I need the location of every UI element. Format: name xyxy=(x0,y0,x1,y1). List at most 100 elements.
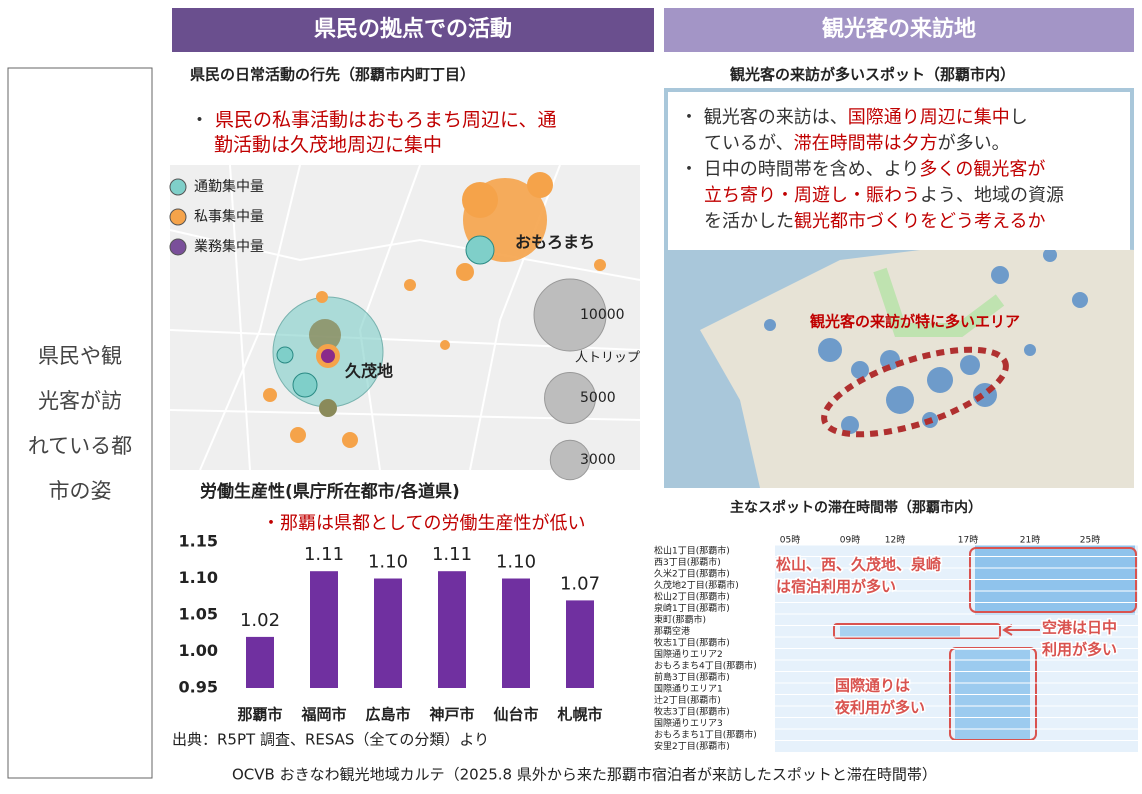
bullet-segment: し xyxy=(1010,107,1028,128)
heatmap-note: 国際通りは xyxy=(835,677,910,695)
heat-airport xyxy=(840,626,960,637)
x-tick-label: 那覇市 xyxy=(237,706,282,724)
bullet-segment: 国際通り周辺に集中 xyxy=(848,107,1010,128)
bullet-segment: ・ 観光客の来訪は、 xyxy=(680,107,848,128)
row-label: 西3丁目(那覇市) xyxy=(654,556,721,568)
row-label: 久茂地2丁目(那覇市) xyxy=(654,579,739,591)
bullet-line: 勤活動は久茂地周辺に集中 xyxy=(214,134,442,156)
bullet-line: ているが、滞在時間帯は夕方が多い。 xyxy=(704,133,1010,154)
hour-label: 05時 xyxy=(780,535,800,546)
row-label: 前島3丁目(那覇市) xyxy=(654,671,730,683)
area-label: 観光客の来訪が特に多いエリア xyxy=(810,313,1020,331)
hour-label: 09時 xyxy=(840,535,860,546)
value-label: 1.11 xyxy=(304,544,344,565)
bullet-line: を活かした観光都市づくりをどう考えるか xyxy=(704,211,1045,232)
value-label: 1.10 xyxy=(368,552,408,573)
chart-annotation: ・那覇は県都としての労働生産性が低い xyxy=(262,513,585,534)
side-label: 光客が訪 xyxy=(38,389,122,413)
row-label: 国際通りエリア2 xyxy=(654,648,723,660)
bullet-segment: ているが、 xyxy=(704,133,794,154)
area-outline xyxy=(821,346,1009,438)
row-label: おもろまち1丁目(那覇市) xyxy=(654,728,757,740)
legend-swatch xyxy=(169,238,187,256)
row-label: 松山2丁目(那覇市) xyxy=(654,590,730,602)
spot-bubbles xyxy=(764,248,1088,434)
bar xyxy=(246,636,274,688)
map-bubbles xyxy=(263,172,606,448)
bullet-segment: 勤活動は久茂地周辺に集中 xyxy=(214,134,442,156)
right-map-title: 観光客の来訪が多いスポット（那覇市内） xyxy=(730,66,1015,84)
x-tick-label: 福岡市 xyxy=(300,706,346,724)
hour-label: 17時 xyxy=(958,535,978,546)
side-label: れている都 xyxy=(28,434,132,458)
bullet-line: 立ち寄り・周遊し・賑わうよう、地域の資源 xyxy=(704,185,1064,206)
row-label: 久米2丁目(那覇市) xyxy=(654,567,730,579)
size-legend-label: 5000 xyxy=(580,390,616,406)
legend-label: 私事集中量 xyxy=(194,208,264,225)
bullet-segment: ・ xyxy=(190,109,215,131)
bullet-line: ・ 観光客の来訪は、国際通り周辺に集中し xyxy=(680,107,1028,128)
land xyxy=(700,240,1134,488)
value-label: 1.10 xyxy=(496,552,536,573)
source: 出典：R5PT 調査、RESAS（全ての分類）より xyxy=(172,731,489,749)
row-label: 松山1丁目(那覇市) xyxy=(654,544,730,556)
row-label: 那覇空港 xyxy=(654,625,690,637)
side-label: 県民や観 xyxy=(38,344,122,368)
x-tick-label: 仙台市 xyxy=(493,706,538,724)
y-tick-label: 1.05 xyxy=(179,605,218,624)
bullet-segment: 滞在時間帯は夕方 xyxy=(794,133,938,154)
left-header: 県民の拠点での活動 xyxy=(314,16,512,42)
row-label: 東町(那覇市) xyxy=(654,613,706,625)
heatmap-note: 松山、西、久茂地、泉崎 xyxy=(776,556,941,574)
heatmap-note: 空港は日中 xyxy=(1042,619,1117,637)
bullet-segment: 多くの観光客が xyxy=(919,159,1045,180)
legend-swatch xyxy=(169,178,187,196)
heatmap-title: 主なスポットの滞在時間帯（那覇市内） xyxy=(730,499,982,516)
bar xyxy=(310,571,338,688)
source: OCVB おきなわ観光地域カルテ（2025.8 県外から来た那覇市宿泊者が来訪し… xyxy=(232,766,937,784)
size-legend-circle xyxy=(549,439,591,481)
left-header-bg xyxy=(172,8,654,52)
hour-label: 12時 xyxy=(885,535,905,546)
x-tick-label: 広島市 xyxy=(365,706,410,724)
note-box-2 xyxy=(833,623,1001,639)
hour-label: 25時 xyxy=(1080,535,1100,546)
bullet-segment: 観光都市づくりをどう考えるか xyxy=(794,211,1045,232)
chart-title: 労働生産性(県庁所在都市/各道県) xyxy=(200,481,460,502)
size-unit: 人トリップ xyxy=(575,351,640,366)
bullet-segment: ・ 日中の時間帯を含め、より xyxy=(680,159,919,180)
bullet-segment: 県民の私事活動はおもろまち周辺に、通 xyxy=(215,109,556,131)
bar xyxy=(566,600,594,688)
row-label: 安里2丁目(那覇市) xyxy=(654,740,730,752)
row-label: 国際通りエリア1 xyxy=(654,682,723,694)
place-label: おもろまち xyxy=(515,233,595,252)
bullet-segment: が多い。 xyxy=(938,133,1010,154)
heatmap-note: は宿泊利用が多い xyxy=(776,578,896,596)
row-label: おもろまち4丁目(那覇市) xyxy=(654,659,757,671)
side-label: 市の姿 xyxy=(49,479,112,503)
bullet-segment: 立ち寄り・周遊し・賑わう xyxy=(704,185,920,206)
right-header-bg xyxy=(664,8,1134,52)
note-arrow xyxy=(1002,624,1040,636)
bar xyxy=(502,578,530,688)
park xyxy=(873,267,1005,337)
hour-label: 21時 xyxy=(1020,535,1040,546)
size-legend-label: 3000 xyxy=(580,452,616,468)
legend-label: 通勤集中量 xyxy=(194,178,264,195)
y-tick-label: 1.10 xyxy=(179,568,218,587)
value-label: 1.07 xyxy=(560,573,600,594)
y-tick-label: 1.15 xyxy=(179,532,218,551)
left-map-title: 県民の日常活動の行先（那覇市内町丁目） xyxy=(190,66,475,84)
row-label: 泉崎1丁目(那覇市) xyxy=(654,602,730,614)
bullet-box xyxy=(668,92,1130,250)
row-label: 牧志3丁目(那覇市) xyxy=(654,705,730,717)
bar xyxy=(438,571,466,688)
value-label: 1.02 xyxy=(240,610,280,631)
row-label: 牧志1丁目(那覇市) xyxy=(654,636,730,648)
right-header: 観光客の来訪地 xyxy=(822,16,976,42)
y-tick-label: 0.95 xyxy=(179,678,218,697)
bar xyxy=(374,578,402,688)
bullet-line: ・ 日中の時間帯を含め、より多くの観光客が xyxy=(680,159,1045,180)
y-tick-label: 1.00 xyxy=(179,641,218,660)
